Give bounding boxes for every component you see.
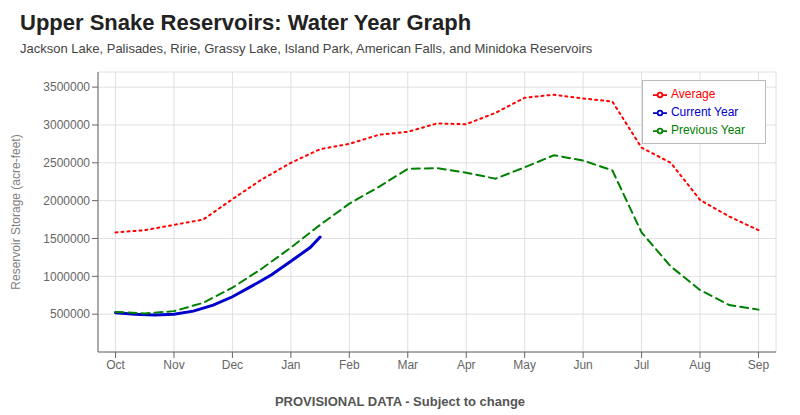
html-text:Current Year: Current Year — [670, 105, 739, 119]
svg-text:Jan: Jan — [281, 358, 300, 372]
html-text:Jackson Lake, Palisades, Ririe: Jackson Lake, Palisades, Ririe, Grassy L… — [20, 41, 593, 56]
html-text:Average: Average — [670, 87, 716, 101]
svg-text:Aug: Aug — [689, 358, 710, 372]
svg-text:1500000: 1500000 — [43, 232, 90, 246]
svg-text:Nov: Nov — [163, 358, 184, 372]
svg-text:500000: 500000 — [50, 307, 90, 321]
html-text:PROVISIONAL DATA - Subject to: PROVISIONAL DATA - Subject to change — [274, 394, 526, 409]
svg-text:Dec: Dec — [222, 358, 243, 372]
svg-text:2500000: 2500000 — [43, 156, 90, 170]
svg-text:Oct: Oct — [106, 358, 125, 372]
svg-text:Reservoir Storage (acre-feet): Reservoir Storage (acre-feet) — [9, 134, 23, 289]
svg-text:Feb: Feb — [339, 358, 360, 372]
svg-text:Sep: Sep — [748, 358, 770, 372]
svg-text:Mar: Mar — [397, 358, 418, 372]
html-text:Previous Year: Previous Year — [670, 123, 745, 137]
svg-text:1000000: 1000000 — [43, 270, 90, 284]
svg-text:May: May — [513, 358, 536, 372]
svg-text:3500000: 3500000 — [43, 80, 90, 94]
svg-text:Jun: Jun — [573, 358, 592, 372]
svg-text:2000000: 2000000 — [43, 194, 90, 208]
html-text:Upper Snake Reservoirs: Water: Upper Snake Reservoirs: Water Year Graph — [20, 10, 472, 35]
svg-text:3000000: 3000000 — [43, 118, 90, 132]
svg-text:Jul: Jul — [634, 358, 649, 372]
svg-text:Apr: Apr — [457, 358, 476, 372]
